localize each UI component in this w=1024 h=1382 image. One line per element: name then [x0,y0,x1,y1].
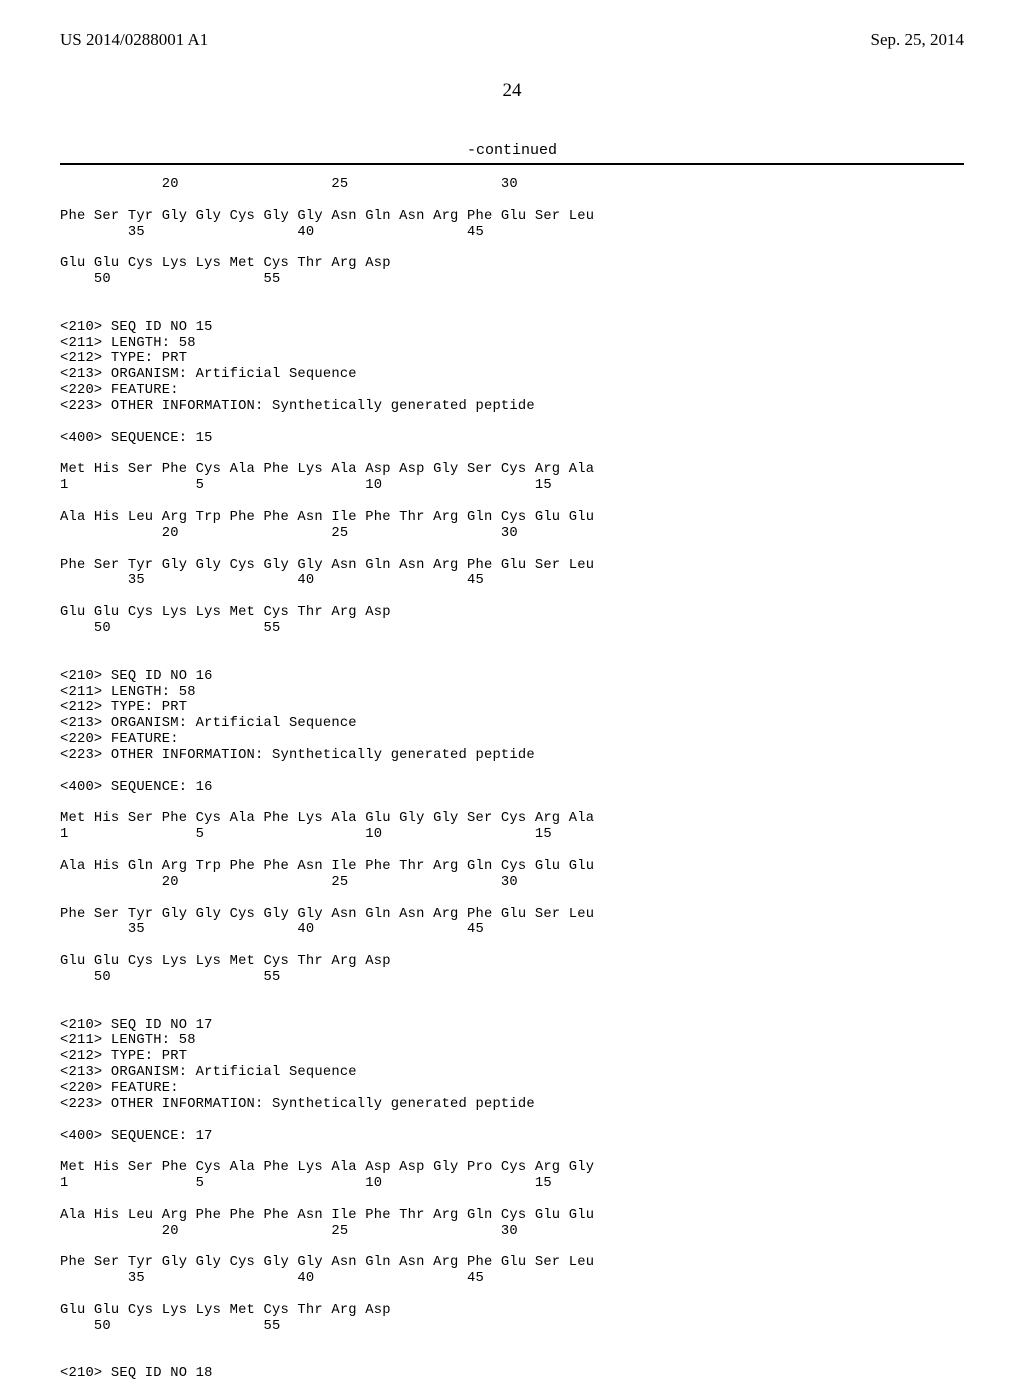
page-header: US 2014/0288001 A1 Sep. 25, 2014 [60,30,964,50]
top-rule [60,163,964,165]
continued-label: -continued [60,142,964,159]
publication-number: US 2014/0288001 A1 [60,30,208,50]
publication-date: Sep. 25, 2014 [871,30,965,50]
page-container: US 2014/0288001 A1 Sep. 25, 2014 24 -con… [0,0,1024,1320]
sequence-listing: 20 25 30 Phe Ser Tyr Gly Gly Cys Gly Gly… [60,177,964,1382]
page-number: 24 [60,80,964,102]
